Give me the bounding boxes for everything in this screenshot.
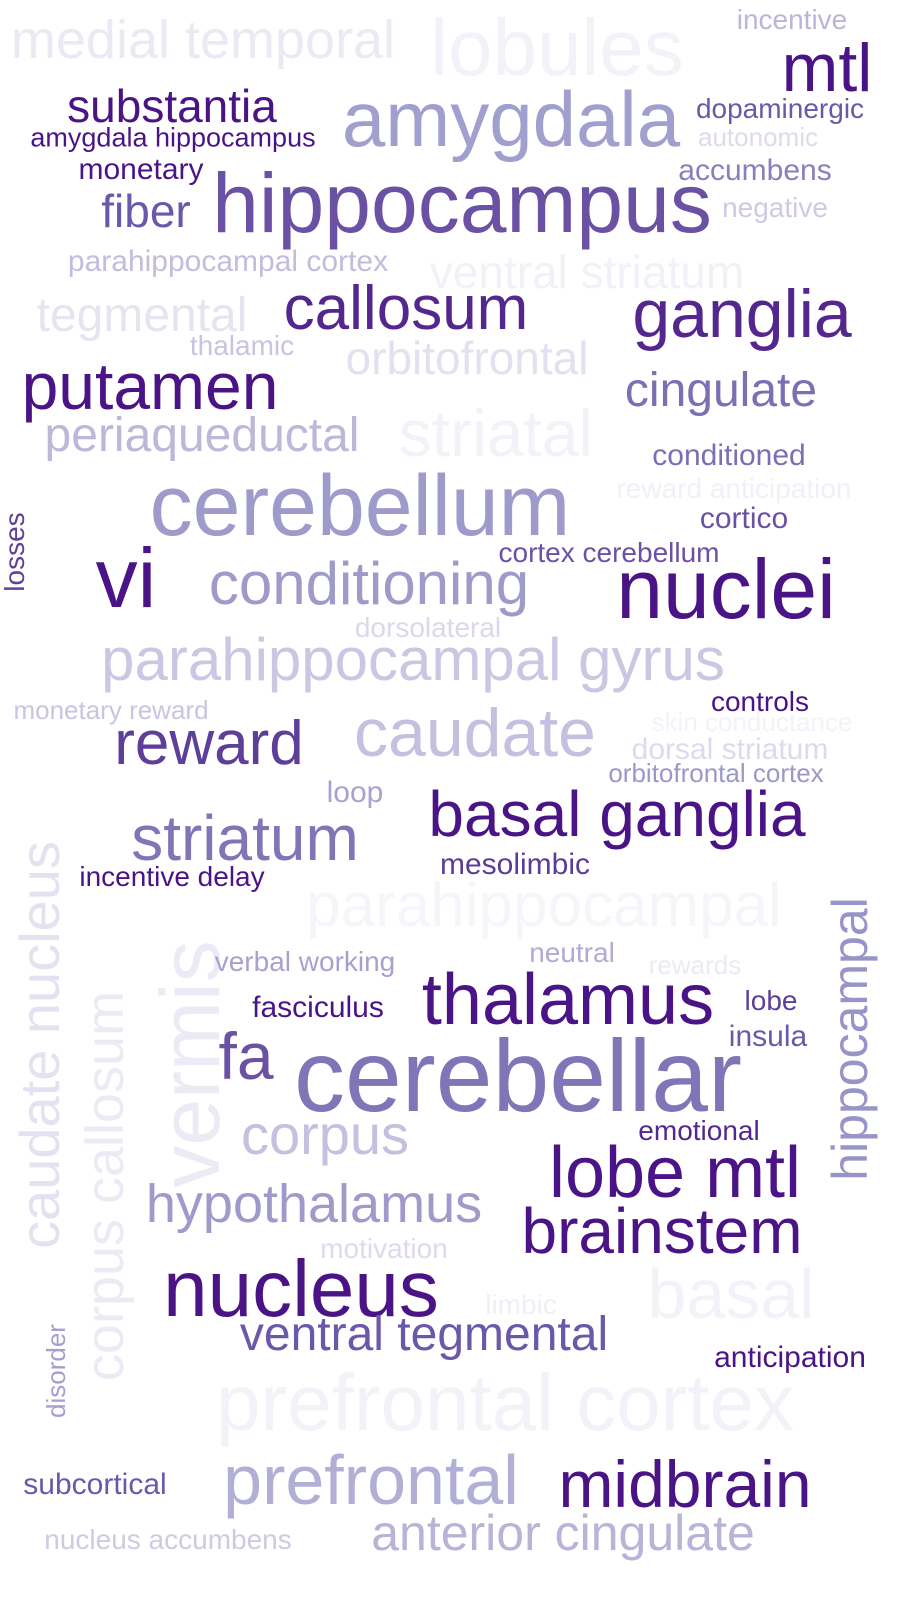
word-63: emotional xyxy=(638,1115,760,1146)
word-23: periaqueductal xyxy=(44,409,360,462)
word-34: dorsolateral xyxy=(354,612,502,643)
word-72: anticipation xyxy=(714,1341,866,1374)
word-66: brainstem xyxy=(521,1195,803,1267)
word-19: thalamic xyxy=(189,330,295,361)
word-53: verbal working xyxy=(214,946,396,977)
word-32: conditioning xyxy=(208,550,530,617)
word-78: nucleus accumbens xyxy=(44,1524,292,1555)
word-13: negative xyxy=(722,192,828,223)
word-20: orbitofrontal xyxy=(345,332,589,384)
word-14: parahippocampal cortex xyxy=(67,245,389,278)
word-59: insula xyxy=(728,1020,808,1053)
word-24: striatal xyxy=(398,396,594,470)
word-68: nucleus xyxy=(163,1244,439,1333)
word-38: skin conductance xyxy=(651,707,853,737)
word-8: autonomic xyxy=(698,122,818,152)
word-10: accumbens xyxy=(678,154,832,187)
word-57: fasciculus xyxy=(252,991,384,1024)
word-31: vi xyxy=(95,531,157,625)
word-43: loop xyxy=(326,776,384,809)
word-67: motivation xyxy=(320,1233,448,1264)
word-15: ventral striatum xyxy=(429,246,745,298)
word-52: hippocampal xyxy=(822,897,878,1181)
word-1: lobules xyxy=(430,3,684,92)
word-47: incentive delay xyxy=(79,861,265,892)
word-55: rewards xyxy=(648,950,742,980)
word-22: cingulate xyxy=(624,364,818,417)
word-11: hippocampus xyxy=(212,156,712,250)
word-17: callosum xyxy=(283,274,529,343)
word-58: lobe xyxy=(744,985,798,1016)
word-49: corpus callosum xyxy=(75,990,135,1382)
word-36: monetary reward xyxy=(13,695,209,725)
word-65: hypothalamus xyxy=(145,1174,483,1234)
word-77: midbrain xyxy=(558,1447,812,1521)
word-4: substantia xyxy=(67,80,277,132)
word-7: amygdala hippocampus xyxy=(30,122,316,153)
word-9: monetary xyxy=(78,153,204,186)
word-42: orbitofrontal cortex xyxy=(608,758,824,788)
word-33: nuclei xyxy=(616,542,836,636)
word-51: parahippocampal xyxy=(306,871,782,940)
word-46: mesolimbic xyxy=(439,848,591,881)
word-2: incentive xyxy=(736,4,848,35)
word-21: putamen xyxy=(21,349,279,423)
word-40: caudate xyxy=(354,695,596,771)
word-61: cerebellar xyxy=(294,1019,742,1133)
word-54: neutral xyxy=(529,937,615,968)
word-75: subcortical xyxy=(23,1468,167,1501)
word-39: reward xyxy=(114,709,304,778)
word-48: caudate nucleus xyxy=(8,841,71,1249)
word-6: dopaminergic xyxy=(695,93,865,124)
word-3: mtl xyxy=(781,30,873,106)
word-30: cortex cerebellum xyxy=(498,537,720,568)
word-0: medial temporal xyxy=(10,10,396,70)
word-29: losses xyxy=(0,512,30,592)
word-56: thalamus xyxy=(421,960,715,1040)
word-27: cerebellum xyxy=(149,458,571,554)
word-60: fa xyxy=(218,1019,274,1093)
word-73: disorder xyxy=(41,1324,71,1418)
word-69: limbic xyxy=(485,1289,557,1320)
word-62: corpus xyxy=(240,1103,410,1166)
word-26: reward anticipation xyxy=(616,473,852,504)
word-41: dorsal striatum xyxy=(631,733,829,766)
word-37: controls xyxy=(710,686,810,717)
word-74: prefrontal cortex xyxy=(215,1358,795,1447)
word-64: lobe mtl xyxy=(548,1133,802,1213)
word-25: conditioned xyxy=(652,439,806,472)
word-70: basal xyxy=(647,1255,815,1333)
word-45: striatum xyxy=(131,802,359,874)
word-18: ganglia xyxy=(632,276,852,352)
word-76: prefrontal xyxy=(223,1441,519,1519)
word-35: parahippocampal gyrus xyxy=(101,626,725,693)
word-16: tegmental xyxy=(36,289,248,342)
word-71: ventral tegmental xyxy=(239,1308,609,1361)
word-28: cortico xyxy=(699,502,789,535)
word-12: fiber xyxy=(101,185,191,237)
word-44: basal ganglia xyxy=(428,778,806,850)
word-5: amygdala xyxy=(341,75,681,163)
word-79: anterior cingulate xyxy=(371,1505,755,1561)
